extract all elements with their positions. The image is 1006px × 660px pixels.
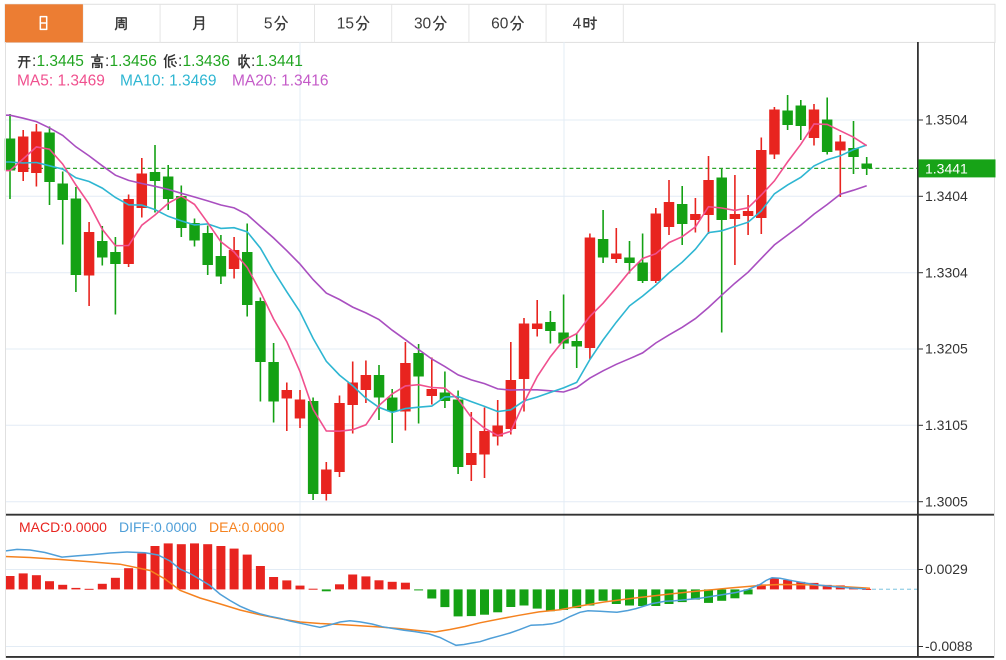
svg-text:MA5: 1.3469: MA5: 1.3469 (17, 72, 105, 89)
svg-text:1.3456: 1.3456 (110, 53, 157, 70)
svg-text:MA10: 1.3469: MA10: 1.3469 (120, 72, 217, 89)
svg-text:0.0029: 0.0029 (925, 561, 968, 577)
svg-text:1.3105: 1.3105 (925, 417, 968, 433)
svg-text:1.3441: 1.3441 (256, 53, 303, 70)
svg-text:1.3436: 1.3436 (183, 53, 230, 70)
svg-text::: : (251, 53, 255, 70)
svg-text:1.3504: 1.3504 (925, 112, 968, 128)
svg-text:-0.0088: -0.0088 (925, 638, 973, 654)
svg-text::: : (32, 53, 36, 70)
svg-text:30: 30 (414, 16, 432, 33)
svg-text:4: 4 (573, 16, 582, 33)
svg-text::: : (178, 53, 182, 70)
svg-text::: : (105, 53, 109, 70)
svg-text:MACD:0.0000: MACD:0.0000 (19, 519, 107, 535)
svg-text:1.3441: 1.3441 (925, 160, 968, 176)
svg-text:1.3304: 1.3304 (925, 264, 968, 280)
svg-text:DIFF:0.0000: DIFF:0.0000 (119, 519, 197, 535)
svg-text:DEA:0.0000: DEA:0.0000 (209, 519, 285, 535)
svg-text:1.3005: 1.3005 (925, 493, 968, 509)
svg-text:15: 15 (337, 16, 354, 33)
svg-text:60: 60 (491, 16, 509, 33)
svg-text:5: 5 (264, 16, 273, 33)
svg-text:MA20: 1.3416: MA20: 1.3416 (232, 72, 329, 89)
svg-text:1.3205: 1.3205 (925, 341, 968, 357)
svg-text:1.3445: 1.3445 (37, 53, 84, 70)
svg-text:1.3404: 1.3404 (925, 188, 968, 204)
